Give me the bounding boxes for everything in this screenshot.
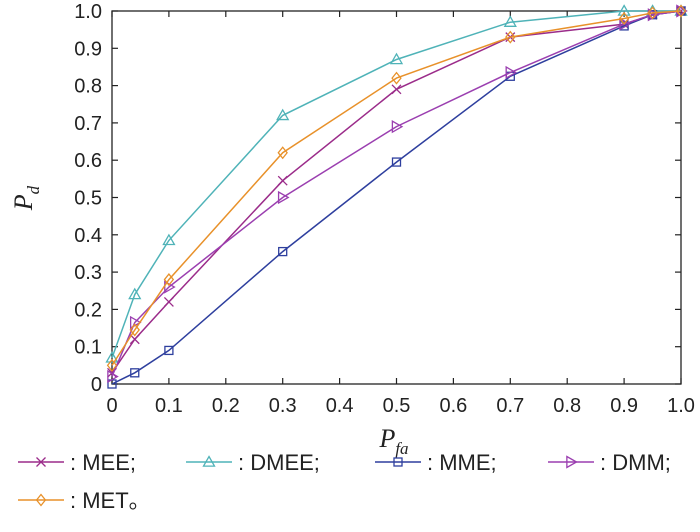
x-tick-label: 0.6 xyxy=(439,395,467,417)
legend-marker-met xyxy=(35,493,47,507)
data-point-dmm xyxy=(277,190,290,205)
y-tick-label: 0.2 xyxy=(74,299,102,321)
data-point-dmm xyxy=(107,369,119,384)
data-point-met xyxy=(129,323,140,337)
x-axis-title: Pfa xyxy=(378,424,408,458)
legend-marker-dmee xyxy=(202,455,216,467)
y-tick-label: 0.6 xyxy=(74,150,102,172)
data-point-mee xyxy=(277,175,288,186)
y-axis-title-main: P xyxy=(9,194,38,211)
data-point-met xyxy=(391,71,402,85)
data-point-dmee xyxy=(617,4,631,16)
legend-item-dmm: : DMM; xyxy=(548,450,671,475)
data-point-met xyxy=(647,6,658,20)
data-point-dmee xyxy=(105,351,119,363)
y-tick-label: 0.3 xyxy=(74,262,102,284)
legend-item-met: : MET。 xyxy=(18,488,151,513)
y-tick-label: 0.7 xyxy=(74,113,102,135)
data-point-dmee xyxy=(503,15,517,27)
x-axis-title-sub: fa xyxy=(395,439,408,458)
series-dmm xyxy=(107,4,688,384)
x-tick-label: 1.0 xyxy=(667,395,695,417)
data-point-dmee xyxy=(162,233,176,246)
legend-label-mee: : MEE; xyxy=(70,450,136,475)
x-tick-label: 0.2 xyxy=(212,395,240,417)
x-tick-label: 0.3 xyxy=(269,395,297,417)
series-line-mme xyxy=(111,10,682,385)
data-point-dmee xyxy=(276,108,290,121)
data-point-met xyxy=(106,358,118,372)
x-tick-label: 0.1 xyxy=(155,395,183,417)
y-tick-label: 1.0 xyxy=(74,1,102,23)
x-tick-label: 0 xyxy=(106,395,117,417)
legend-marker-mme xyxy=(393,457,403,467)
data-point-mee xyxy=(391,84,402,95)
series-met xyxy=(106,4,687,372)
y-tick-label: 0.1 xyxy=(74,337,102,359)
data-point-dmee xyxy=(128,287,142,300)
axes: 00 0.1 0.1 0.2 0.2 0.3 0.3 0.4 0.4 0.5 0.5 0.6 0.6 0.… xyxy=(9,1,695,458)
x-tick-label: 0.4 xyxy=(326,395,354,417)
series-line-dmee xyxy=(111,10,681,359)
x-tick-label: 0.8 xyxy=(553,395,581,417)
data-point-mee xyxy=(163,296,174,307)
data-point-dmm xyxy=(391,120,404,134)
series-mee xyxy=(107,6,686,378)
data-point-dmee xyxy=(389,52,404,65)
x-tick-label: 0.7 xyxy=(496,395,524,417)
data-point-met xyxy=(277,146,288,160)
legend-item-mme: : MME; xyxy=(375,450,497,475)
x-axis-title-main: P xyxy=(378,424,395,453)
series-dmee xyxy=(105,4,688,363)
data-point-mme xyxy=(130,368,140,378)
data-point-met xyxy=(163,273,175,287)
legend-item-mee: : MEE; xyxy=(18,450,136,475)
x-tick-label: 0.9 xyxy=(610,395,638,417)
series-line-mee xyxy=(111,10,682,374)
y-axis-title-sub: d xyxy=(24,185,43,194)
y-axis-title: Pd xyxy=(9,185,43,211)
data-point-mme xyxy=(278,246,288,257)
data-point-mee xyxy=(129,334,140,345)
x-tick-label: 0.5 xyxy=(383,395,411,417)
data-point-met xyxy=(505,30,516,44)
legend-marker-mee xyxy=(36,457,46,467)
data-point-met xyxy=(675,4,687,18)
legend-label-dmm: : DMM; xyxy=(600,450,671,475)
series-line-dmm xyxy=(111,10,682,377)
legend-label-mme: : MME; xyxy=(427,450,497,475)
data-point-mme xyxy=(164,345,174,356)
y-tick-label: 0.9 xyxy=(74,38,102,60)
data-point-mme xyxy=(391,157,402,167)
legend-item-dmee: : DMEE; xyxy=(186,450,320,475)
series-layer xyxy=(105,4,688,389)
y-tick-label: 0.8 xyxy=(74,76,102,98)
data-point-dmm xyxy=(619,17,631,31)
y-tick-label: 0 xyxy=(91,374,102,396)
legend-label-dmee: : DMEE; xyxy=(238,450,320,475)
legend: : MEE; : DMEE; : MME; : DMM; : MET。 xyxy=(18,450,671,513)
plot-frame xyxy=(111,10,682,385)
legend-marker-dmm xyxy=(566,455,578,469)
y-tick-label: 0.4 xyxy=(74,225,102,247)
series-line-met xyxy=(111,10,682,366)
data-point-dmm xyxy=(505,65,518,80)
data-point-met xyxy=(618,11,630,26)
legend-label-met: : MET。 xyxy=(70,488,151,513)
y-tick-label: 0.5 xyxy=(74,188,102,210)
